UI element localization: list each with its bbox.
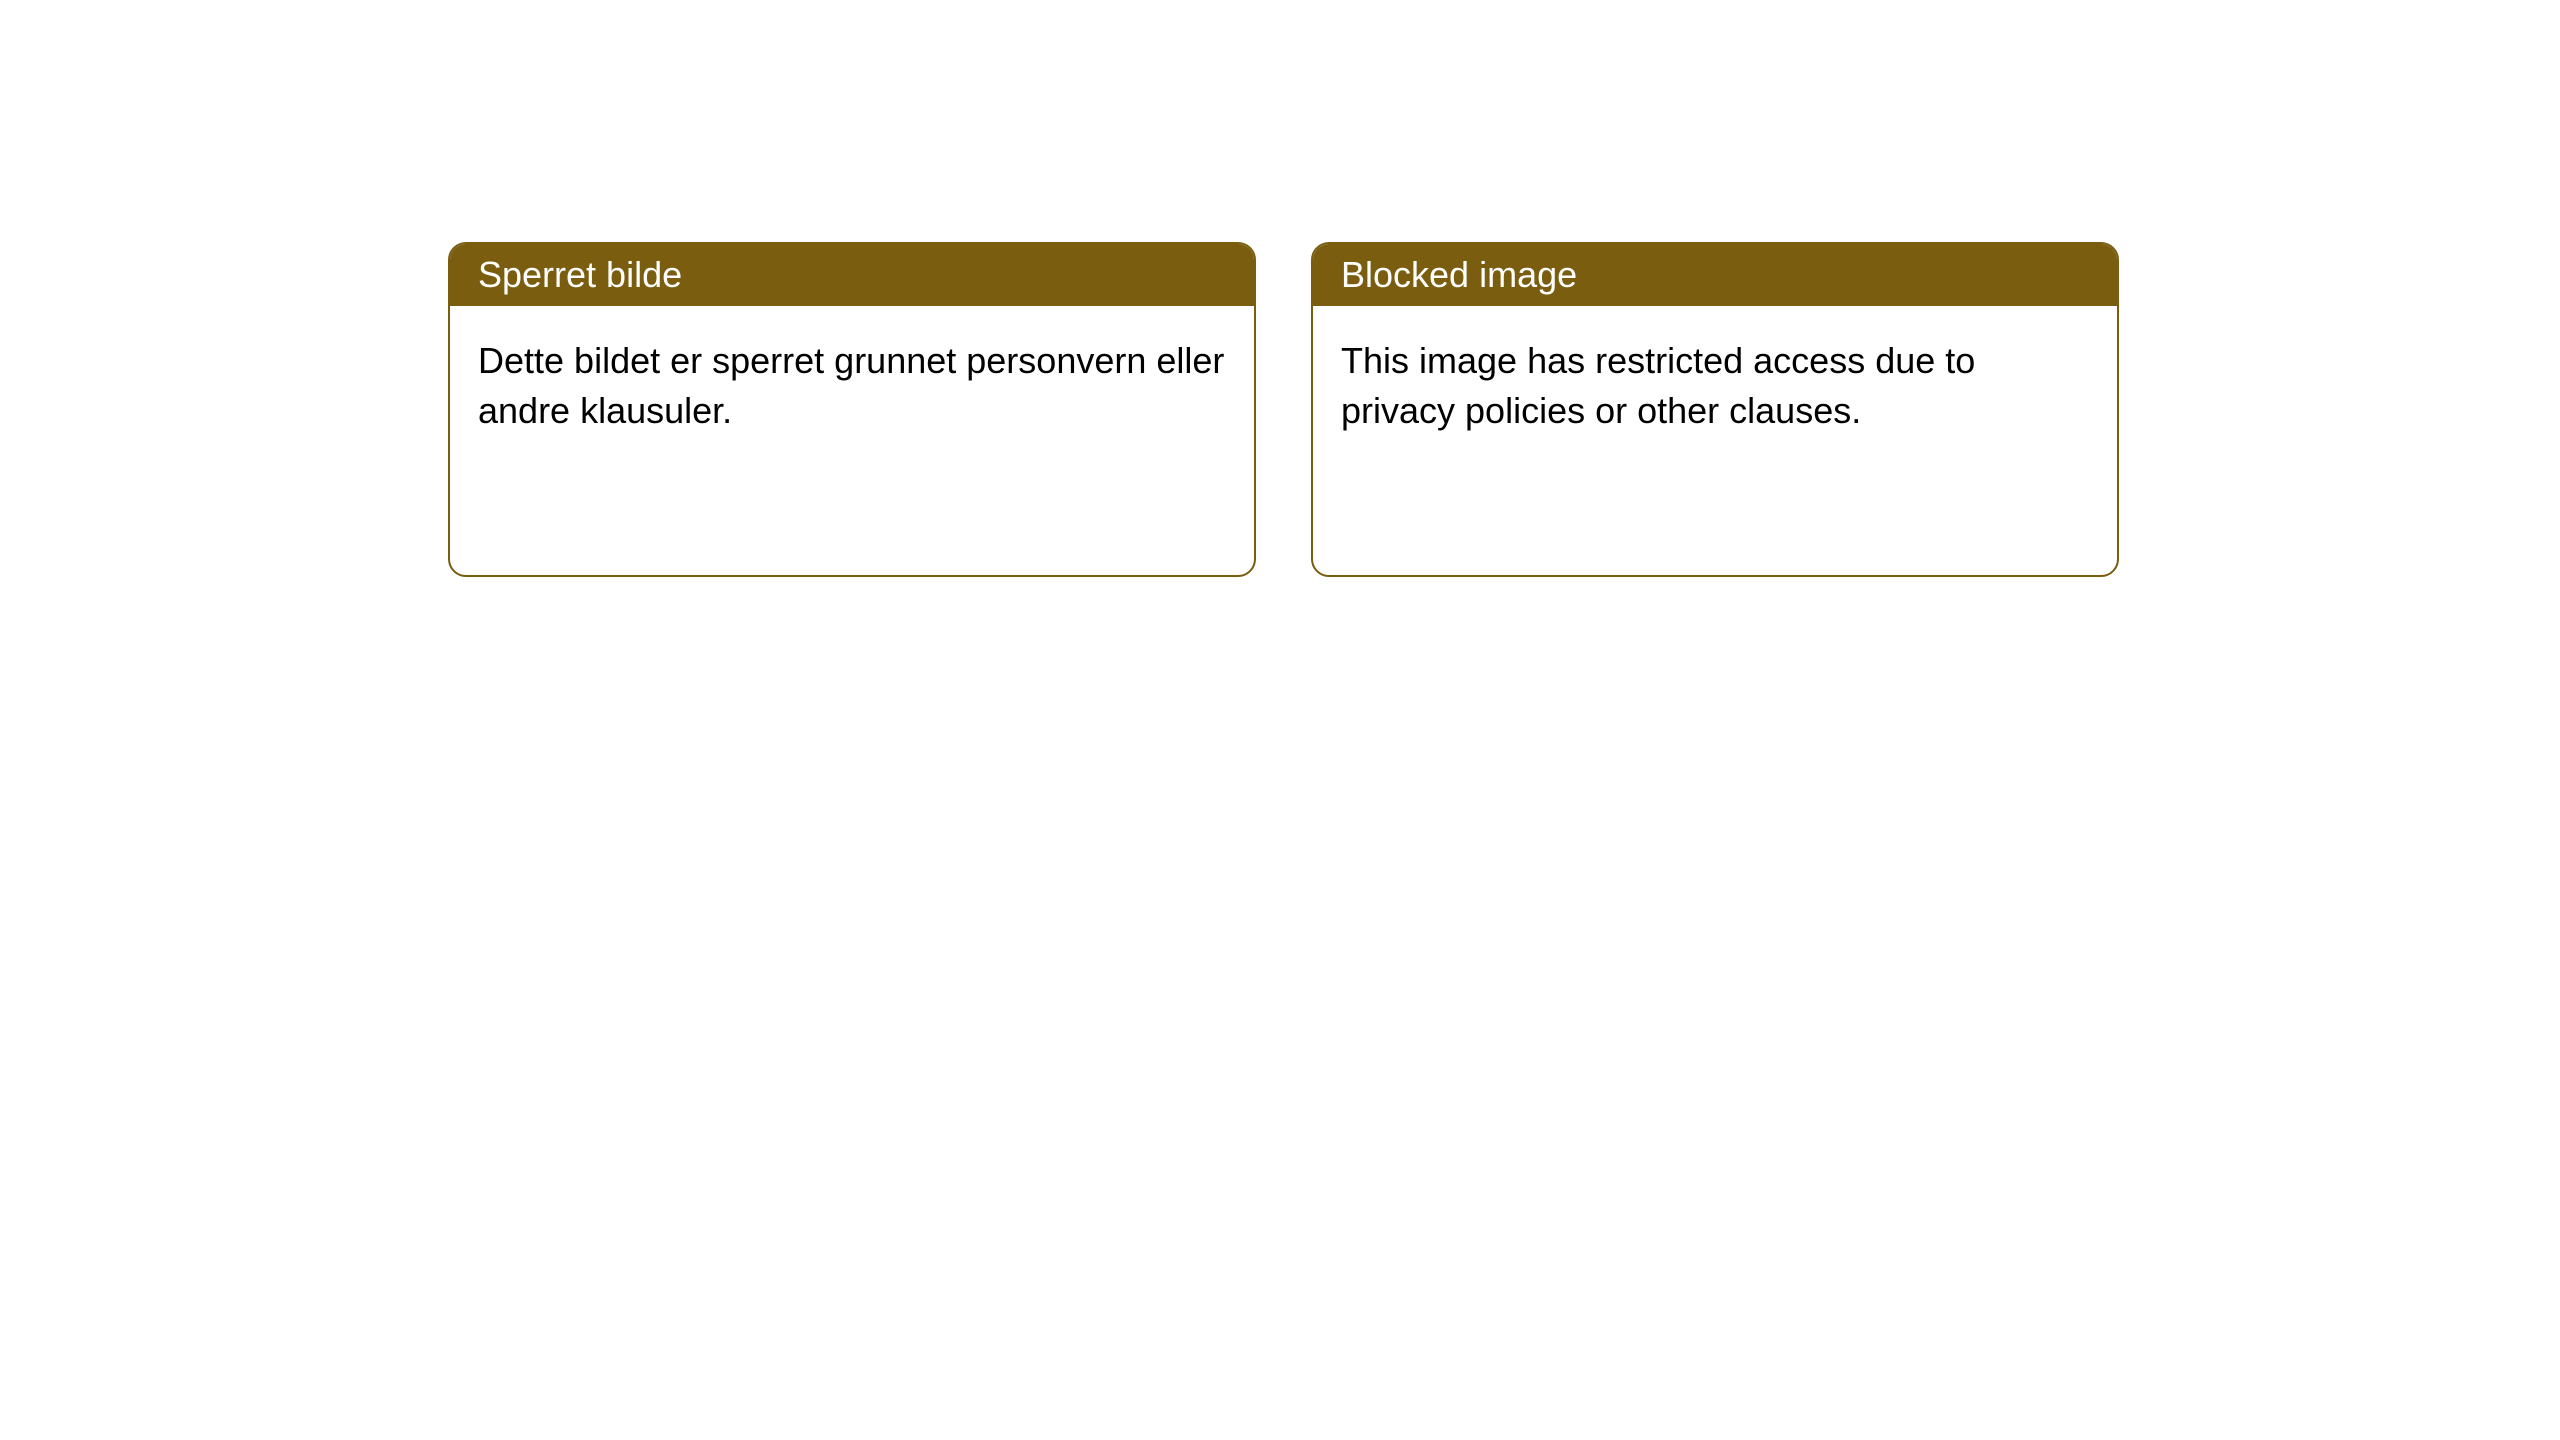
notice-card-english: Blocked image This image has restricted …: [1311, 242, 2119, 577]
notice-cards-container: Sperret bilde Dette bildet er sperret gr…: [0, 0, 2560, 577]
card-title: Sperret bilde: [450, 244, 1254, 306]
card-title: Blocked image: [1313, 244, 2117, 306]
card-body-text: Dette bildet er sperret grunnet personve…: [450, 306, 1254, 467]
notice-card-norwegian: Sperret bilde Dette bildet er sperret gr…: [448, 242, 1256, 577]
card-body-text: This image has restricted access due to …: [1313, 306, 2117, 467]
